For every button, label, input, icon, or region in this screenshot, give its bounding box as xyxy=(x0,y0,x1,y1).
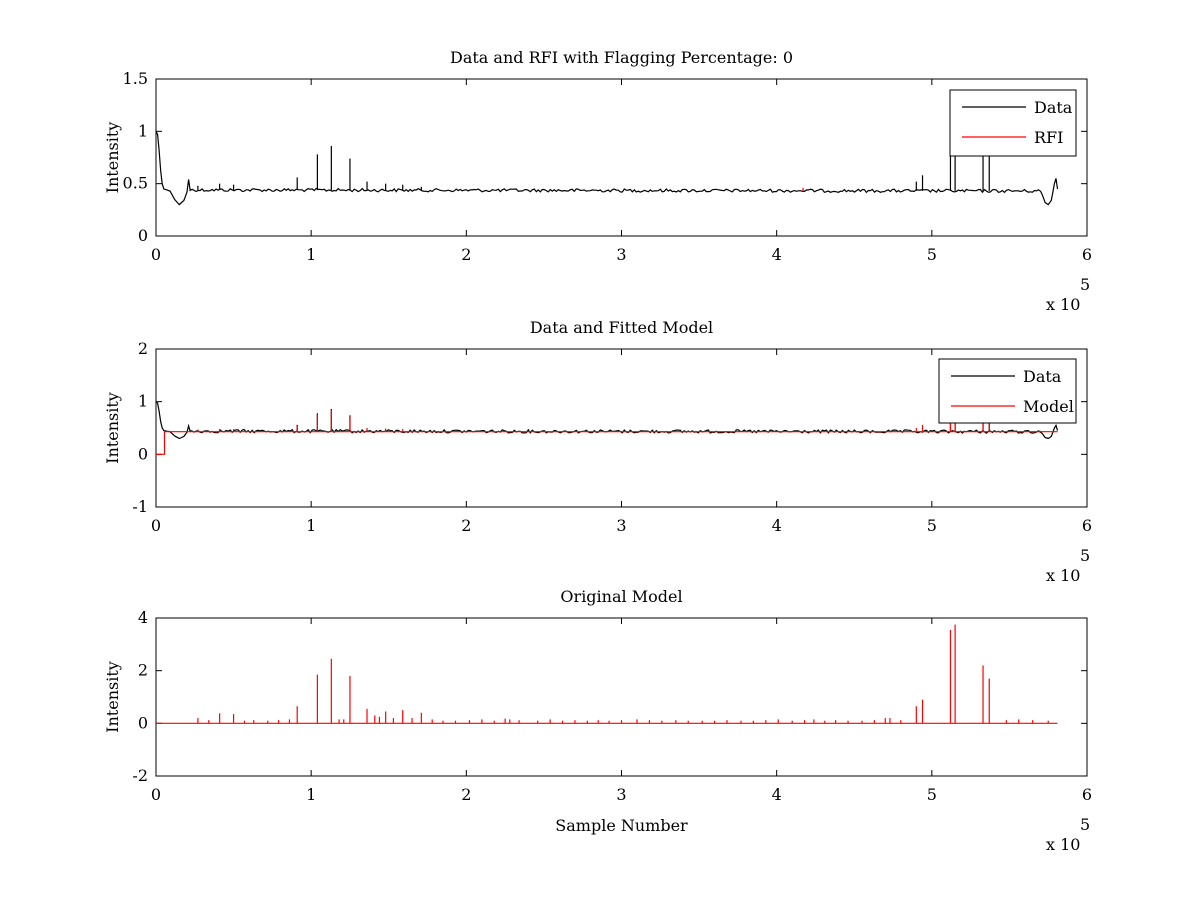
y-tick-label: 1 xyxy=(138,392,148,411)
legend-box xyxy=(938,358,1077,424)
y-axis-label: Intensity xyxy=(103,392,122,464)
y-tick-label: 0 xyxy=(138,226,148,245)
x-exponent-power: 5 xyxy=(1080,275,1090,294)
x-tick-label: 1 xyxy=(306,245,316,264)
legend-label: Model xyxy=(1023,397,1074,416)
legend-label: Data xyxy=(1023,367,1062,386)
y-axis-label: Intensity xyxy=(103,661,122,733)
data-series-line xyxy=(155,131,1059,206)
x-tick-label: 6 xyxy=(1082,785,1092,804)
x-tick-label: 3 xyxy=(616,245,626,264)
legend-label: RFI xyxy=(1034,128,1063,147)
x-tick-label: 4 xyxy=(772,516,782,535)
x-tick-label: 2 xyxy=(461,516,471,535)
y-tick-label: -1 xyxy=(132,497,148,516)
chart-title: Original Model xyxy=(560,587,682,606)
x-tick-label: 4 xyxy=(772,785,782,804)
x-tick-label: 1 xyxy=(306,785,316,804)
model-series-line xyxy=(156,431,1058,455)
y-tick-label: 2 xyxy=(138,339,148,358)
chart-title: Data and RFI with Flagging Percentage: 0 xyxy=(450,48,793,67)
y-tick-label: 2 xyxy=(138,661,148,680)
x-tick-label: 6 xyxy=(1082,516,1092,535)
x-tick-label: 5 xyxy=(927,516,937,535)
x-tick-label: 6 xyxy=(1082,245,1092,264)
x-tick-label: 0 xyxy=(151,785,161,804)
x-tick-label: 5 xyxy=(927,785,937,804)
x-tick-label: 2 xyxy=(461,245,471,264)
x-tick-label: 4 xyxy=(772,245,782,264)
data-series-line xyxy=(155,401,1059,440)
x-exponent-power: 5 xyxy=(1080,815,1090,834)
y-tick-label: 0.5 xyxy=(123,174,148,193)
x-exponent-base: x 10 xyxy=(1046,835,1080,854)
y-tick-label: 1 xyxy=(138,121,148,140)
chart-title: Data and Fitted Model xyxy=(530,318,713,337)
x-exponent-base: x 10 xyxy=(1046,295,1080,314)
x-tick-label: 2 xyxy=(461,785,471,804)
plot-frame-1 xyxy=(155,78,1088,237)
legend-label: Data xyxy=(1034,98,1073,117)
y-tick-label: -2 xyxy=(132,766,148,785)
x-tick-label: 0 xyxy=(151,245,161,264)
x-tick-label: 3 xyxy=(616,516,626,535)
x-tick-label: 0 xyxy=(151,516,161,535)
y-tick-label: 0 xyxy=(138,713,148,732)
x-axis-label: Sample Number xyxy=(555,816,688,835)
x-tick-label: 3 xyxy=(616,785,626,804)
y-tick-label: 4 xyxy=(138,608,148,627)
x-tick-label: 5 xyxy=(927,245,937,264)
x-exponent-base: x 10 xyxy=(1046,566,1080,585)
y-axis-label: Intensity xyxy=(103,122,122,194)
plot-frame-3 xyxy=(155,617,1088,777)
legend-box xyxy=(949,89,1077,157)
x-exponent-power: 5 xyxy=(1080,546,1090,565)
y-tick-label: 0 xyxy=(138,444,148,463)
x-tick-label: 1 xyxy=(306,516,316,535)
y-tick-label: 1.5 xyxy=(123,69,148,88)
